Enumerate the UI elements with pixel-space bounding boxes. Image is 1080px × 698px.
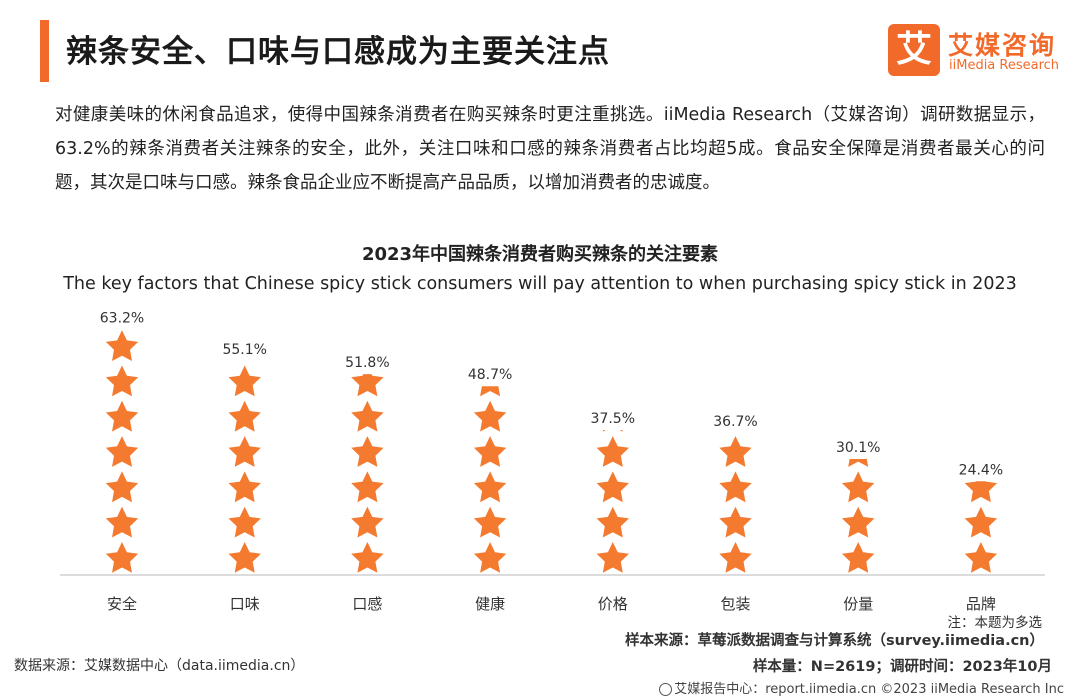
star-mark (351, 436, 384, 467)
category-label: 安全 (107, 595, 137, 613)
star-mark (228, 542, 261, 573)
star-column-7 (964, 481, 998, 573)
star-mark (351, 400, 384, 432)
category-label: 价格 (598, 595, 628, 613)
star-mark (964, 506, 998, 538)
sample-size: 样本量：N=2619；调研时间：2023年10月 (752, 659, 1052, 675)
value-label: 30.1% (836, 440, 880, 456)
star-mark (228, 365, 261, 397)
star-mark (596, 436, 629, 467)
star-mark (719, 542, 752, 573)
value-label: 36.7% (713, 414, 757, 430)
category-label: 份量 (843, 595, 873, 613)
footer-text: 艾媒报告中心：report.iimedia.cn ©2023 iiMedia R… (674, 682, 1064, 697)
sample-source: 样本来源：草莓派数据调查与计算系统（survey.iimedia.cn） (625, 633, 1044, 649)
value-label: 63.2% (100, 311, 144, 327)
intro-paragraph: 对健康美味的休闲食品追求，使得中国辣条消费者在购买辣条时更注重挑选。iiMedi… (55, 105, 1045, 193)
data-source: 数据来源：艾媒数据中心（data.iimedia.cn） (14, 658, 305, 674)
star-mark (105, 400, 139, 432)
star-mark (105, 506, 139, 538)
category-label: 品牌 (966, 595, 996, 613)
star-mark (105, 365, 139, 397)
star-mark (105, 330, 139, 361)
value-label: 48.7% (468, 367, 512, 383)
star-mark (228, 506, 261, 538)
star-mark (105, 436, 139, 467)
value-label: 37.5% (591, 411, 635, 427)
category-label: 口味 (230, 595, 260, 613)
star-mark (228, 471, 261, 503)
chart-title: 2023年中国辣条消费者购买辣条的关注要素 (361, 244, 719, 265)
iimedia-logo: 艾 艾媒咨询 iiMedia Research (888, 24, 1068, 78)
category-label: 口感 (352, 595, 382, 613)
star-column-2 (351, 374, 384, 573)
star-column-0 (105, 330, 139, 573)
star-column-1 (228, 365, 261, 573)
star-mark (228, 400, 261, 432)
star-mark (228, 436, 261, 467)
star-mark (596, 471, 629, 503)
value-label: 24.4% (959, 462, 1003, 478)
star-mark (473, 542, 507, 573)
star-mark (719, 471, 752, 503)
star-mark (351, 471, 384, 503)
star-mark (964, 542, 998, 573)
value-label: 51.8% (345, 355, 389, 371)
star-mark (719, 436, 752, 467)
category-label: 包装 (720, 595, 750, 613)
star-mark (842, 506, 875, 538)
footer: 艾媒报告中心：report.iimedia.cn ©2023 iiMedia R… (659, 678, 1064, 697)
star-mark (842, 542, 875, 573)
star-mark (105, 471, 139, 503)
star-mark (351, 506, 384, 538)
star-mark (842, 471, 875, 503)
star-mark (596, 506, 629, 538)
category-label: 健康 (475, 595, 505, 613)
star-column-3 (473, 386, 507, 573)
star-mark (473, 436, 507, 467)
logo-name-cn: 艾媒咨询 (948, 31, 1057, 60)
star-mark (105, 542, 139, 573)
star-mark (473, 471, 507, 503)
chart-subtitle: The key factors that Chinese spicy stick… (63, 274, 1017, 294)
star-mark (473, 506, 507, 538)
logo-mark: 艾 (888, 24, 940, 76)
star-column-6 (842, 458, 875, 573)
title-accent-bar (40, 20, 49, 82)
star-mark (719, 506, 752, 538)
multi-select-note: 注：本题为多选 (947, 615, 1043, 631)
star-mark (473, 400, 507, 432)
star-mark (351, 542, 384, 573)
logo-name-en: iiMedia Research (949, 58, 1060, 73)
value-label: 55.1% (222, 342, 266, 358)
page-title: 辣条安全、口味与口感成为主要关注点 (66, 34, 610, 70)
star-mark (596, 542, 629, 573)
report-center-icon (659, 683, 673, 696)
